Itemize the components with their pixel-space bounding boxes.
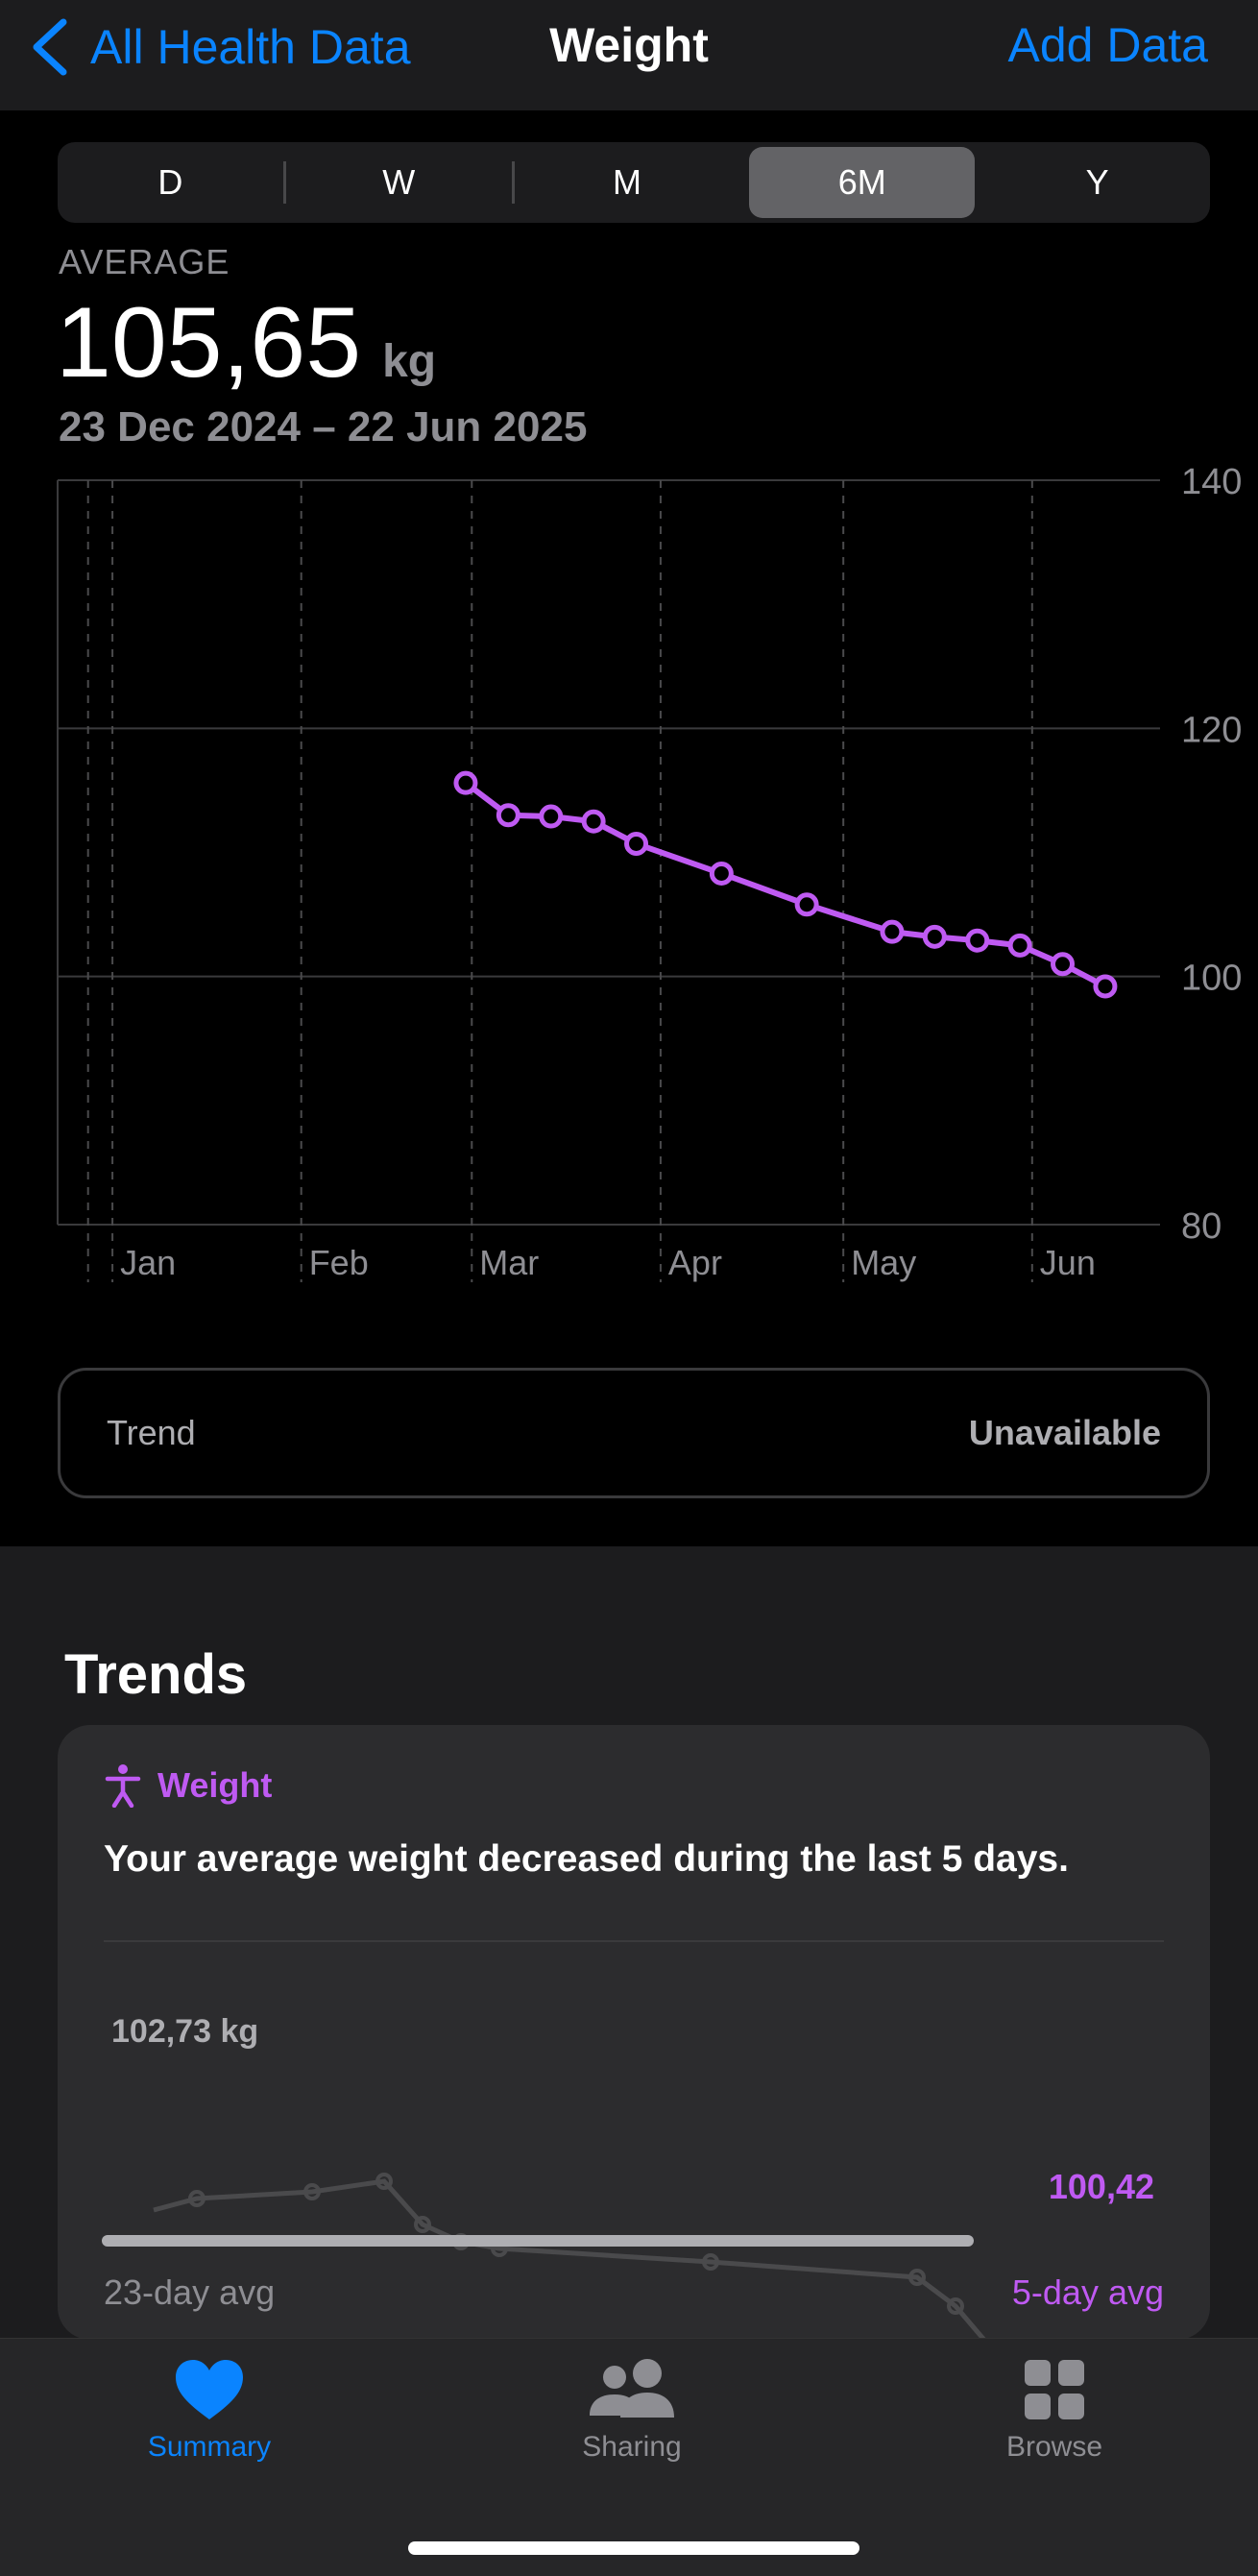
grid-icon bbox=[1025, 2360, 1084, 2419]
segment-day[interactable]: D bbox=[157, 162, 183, 202]
chart-x-tick-label: Jan bbox=[120, 1243, 176, 1282]
trend-label: Trend bbox=[107, 1413, 196, 1452]
chart-x-tick-label: Feb bbox=[309, 1243, 369, 1282]
chart-data-point bbox=[496, 803, 520, 828]
average-label: AVERAGE bbox=[59, 242, 230, 281]
trend-history-line bbox=[153, 2178, 988, 2340]
segment-six-month[interactable]: 6M bbox=[749, 147, 976, 218]
chart-data-point bbox=[709, 861, 734, 886]
chevron-left-icon bbox=[33, 18, 67, 76]
time-range-segmented-control: D W M 6M Y bbox=[58, 142, 1210, 223]
average-number: 105,65 bbox=[56, 287, 362, 399]
chart-y-tick-label: 120 bbox=[1181, 710, 1242, 750]
chart-x-tick-label: Apr bbox=[668, 1243, 722, 1282]
chart-data-point bbox=[922, 924, 947, 949]
weight-trend-card[interactable]: Weight Your average weight decreased dur… bbox=[58, 1725, 1210, 2340]
tab-browse-label: Browse bbox=[1005, 2431, 1103, 2463]
trend-card-category: Weight bbox=[157, 1765, 273, 1805]
tab-summary-label: Summary bbox=[147, 2431, 272, 2463]
chart-data-point bbox=[1093, 974, 1118, 999]
date-range: 23 Dec 2024 – 22 Jun 2025 bbox=[59, 403, 588, 450]
figure-icon bbox=[105, 1764, 141, 1808]
tab-bar: Summary Sharing Browse bbox=[0, 2338, 1258, 2576]
chart-x-tick-label: Mar bbox=[479, 1243, 539, 1282]
chart-data-point bbox=[624, 831, 649, 856]
tab-browse[interactable]: Browse bbox=[910, 2358, 1198, 2464]
chart-data-point bbox=[965, 928, 990, 953]
back-button-label: All Health Data bbox=[90, 20, 411, 74]
short-average-label: 5-day avg bbox=[1011, 2272, 1164, 2312]
chart-x-tick-label: Jun bbox=[1040, 1243, 1096, 1282]
short-average-value: 100,42 bbox=[1048, 2167, 1154, 2206]
chart-y-tick-label: 100 bbox=[1181, 959, 1242, 999]
segment-divider bbox=[282, 161, 286, 204]
chart-data-point bbox=[581, 809, 606, 834]
trend-row[interactable]: Trend Unavailable bbox=[58, 1368, 1210, 1498]
chart-x-tick-label: May bbox=[851, 1243, 916, 1282]
navigation-bar: All Health Data Weight Add Data bbox=[0, 0, 1258, 110]
average-unit: kg bbox=[382, 336, 437, 387]
chart-data-point bbox=[880, 919, 905, 944]
tab-sharing[interactable]: Sharing bbox=[488, 2358, 776, 2464]
heart-icon bbox=[176, 2360, 243, 2419]
average-value: 105,65 kg bbox=[56, 287, 437, 399]
chart-y-tick-label: 140 bbox=[1181, 462, 1242, 502]
tab-summary[interactable]: Summary bbox=[65, 2358, 353, 2464]
people-icon bbox=[590, 2359, 674, 2418]
trend-mini-chart bbox=[102, 2173, 988, 2340]
long-average-value: 102,73 kg bbox=[111, 2013, 259, 2050]
trend-card-header: Weight bbox=[104, 1763, 272, 1808]
tab-sharing-label: Sharing bbox=[582, 2431, 682, 2463]
trend-status: Unavailable bbox=[968, 1413, 1161, 1452]
chart-y-tick-label: 80 bbox=[1181, 1206, 1222, 1247]
page-title: Weight bbox=[549, 18, 709, 72]
home-indicator bbox=[408, 2541, 859, 2555]
trends-heading: Trends bbox=[64, 1643, 248, 1706]
back-button[interactable]: All Health Data bbox=[29, 13, 411, 81]
trend-card-message: Your average weight decreased during the… bbox=[104, 1838, 1069, 1880]
chart-data-point bbox=[539, 804, 564, 829]
chart-data-point bbox=[794, 892, 819, 917]
add-data-button[interactable]: Add Data bbox=[1007, 18, 1208, 72]
segment-year[interactable]: Y bbox=[1085, 162, 1109, 202]
segment-month[interactable]: M bbox=[612, 162, 641, 202]
weight-line-chart[interactable]: Jan Feb Mar Apr May Jun 140 120 100 80 bbox=[0, 461, 1258, 1306]
long-average-label: 23-day avg bbox=[104, 2272, 276, 2312]
chart-data-point bbox=[1051, 952, 1076, 977]
chart-data-point bbox=[453, 770, 478, 795]
chart-data-point bbox=[1007, 933, 1032, 958]
segment-divider bbox=[511, 161, 515, 204]
trend-card-divider bbox=[104, 1940, 1164, 1942]
segment-week[interactable]: W bbox=[382, 162, 416, 202]
